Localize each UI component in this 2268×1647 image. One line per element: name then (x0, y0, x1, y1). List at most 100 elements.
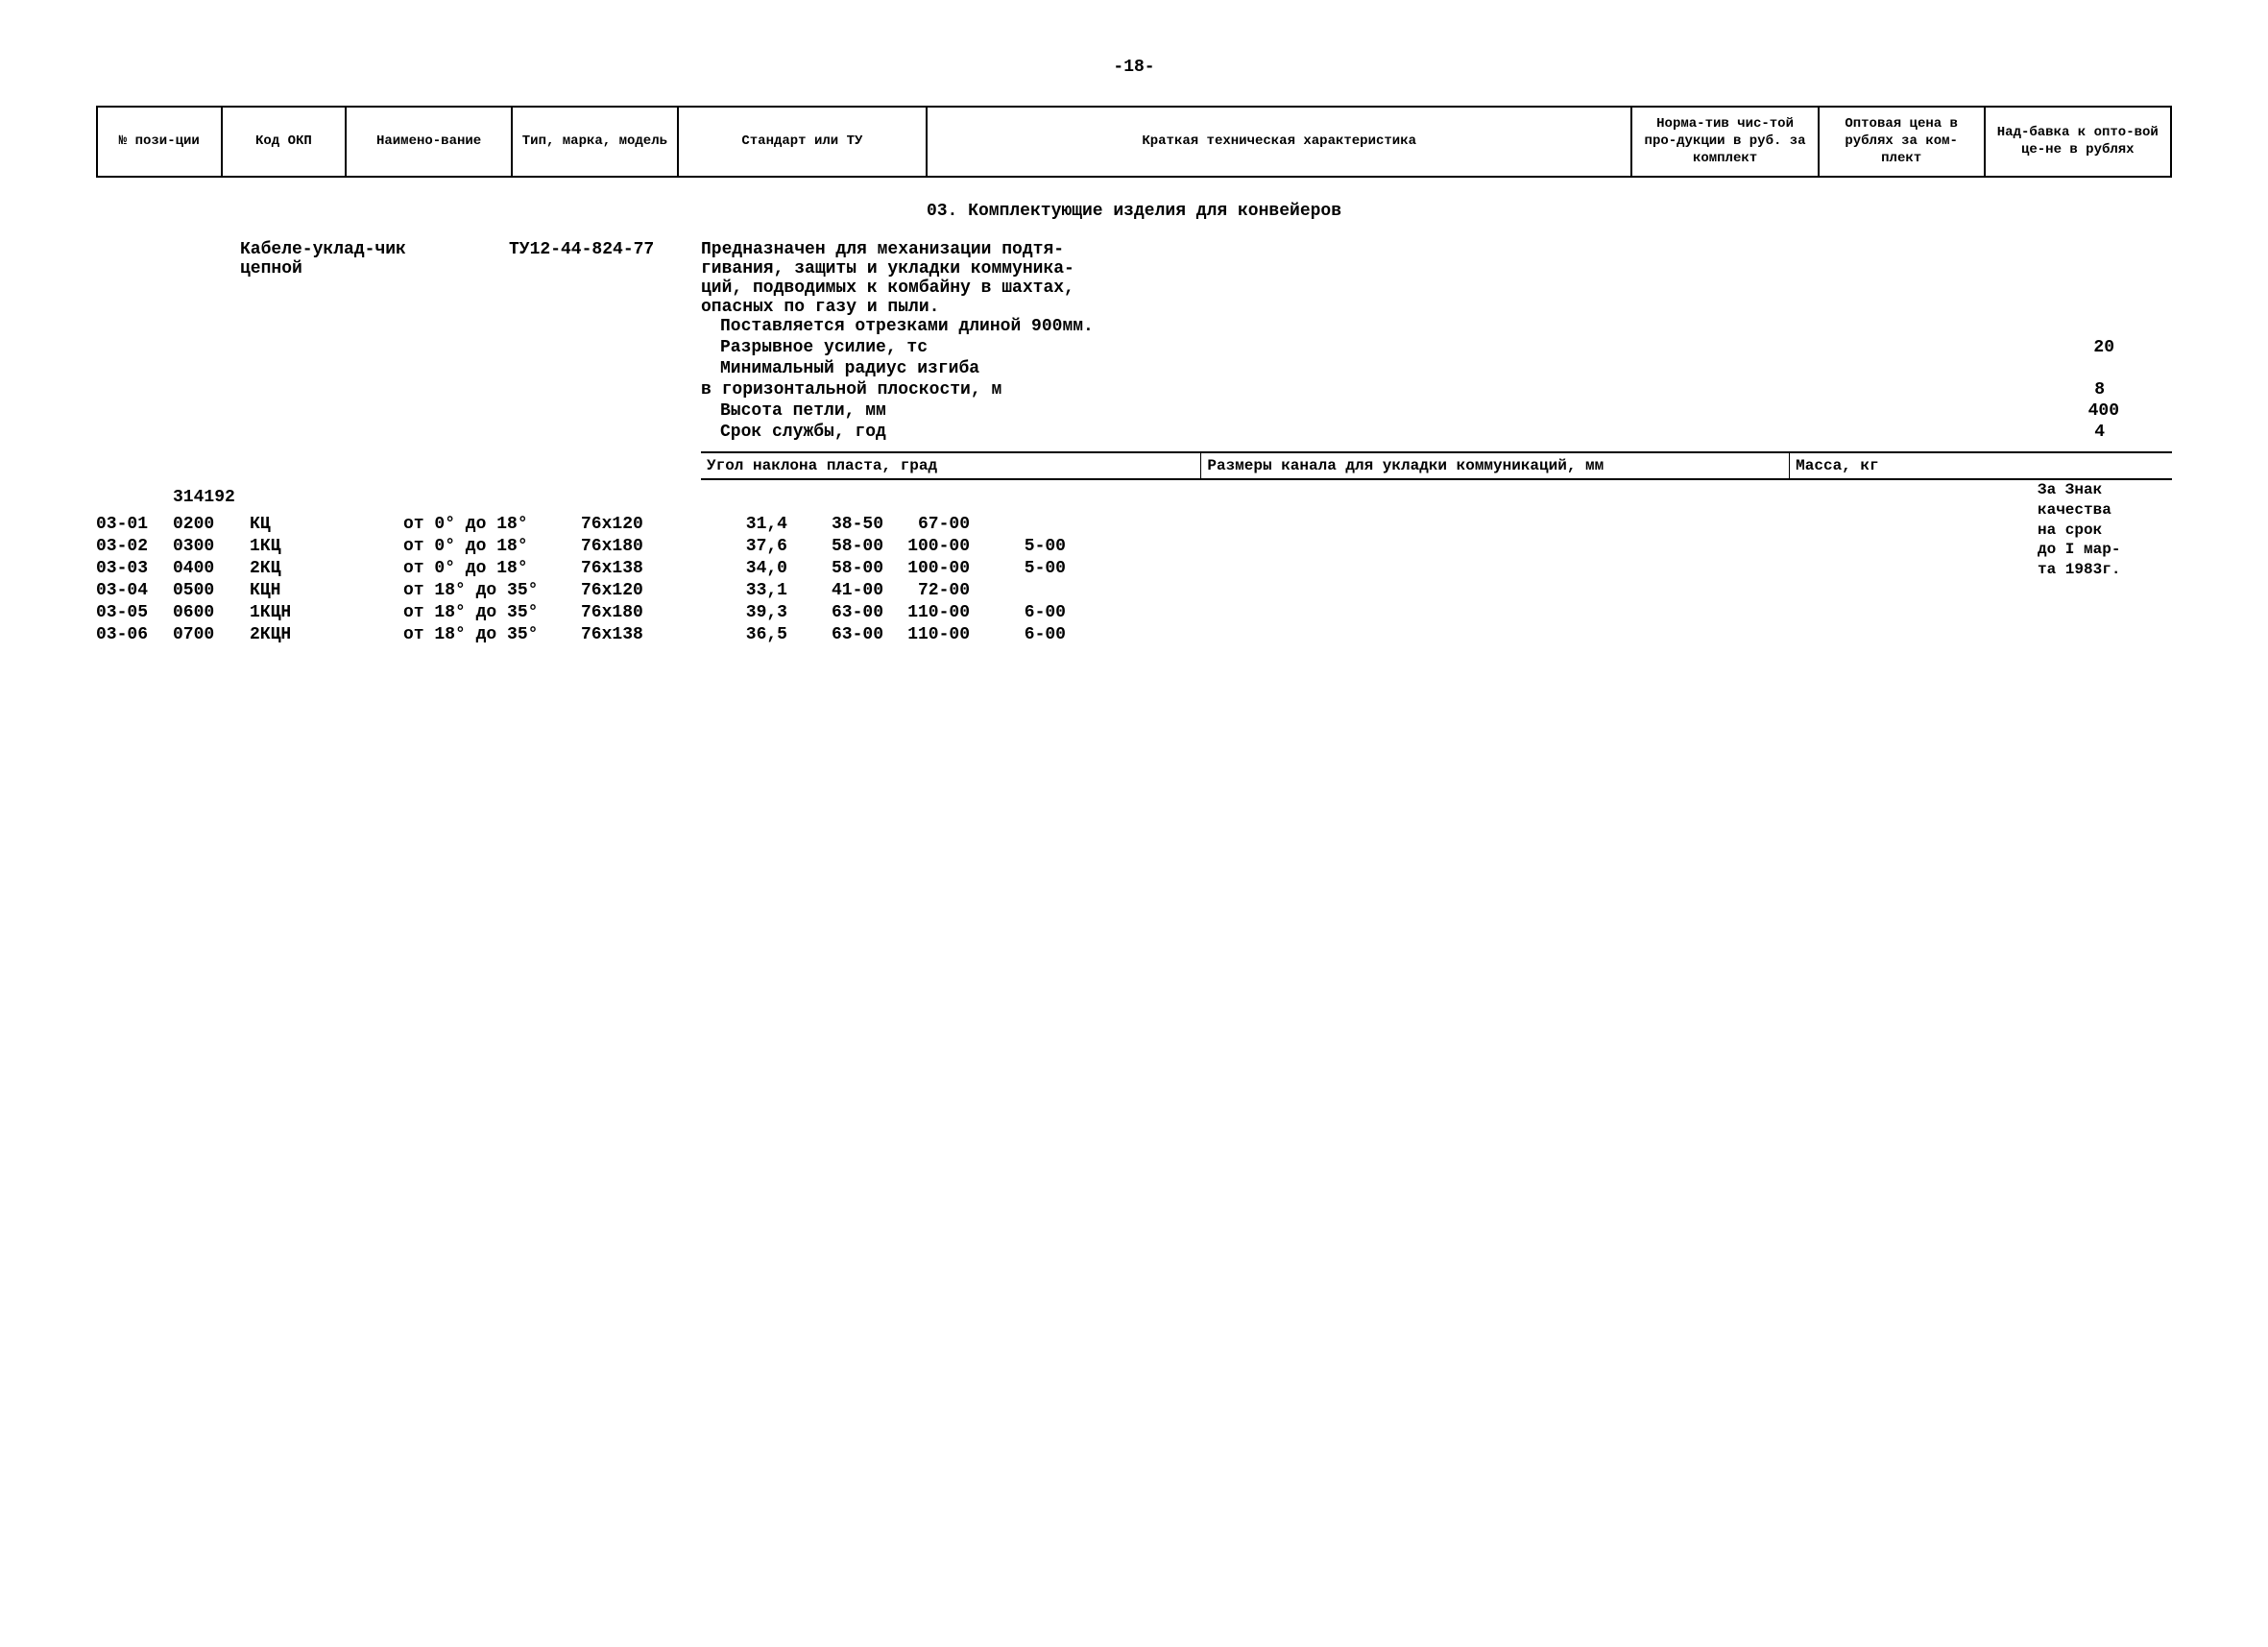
header-col-type: Тип, марка, модель (512, 107, 678, 177)
cell-position: 03-02 (96, 537, 173, 556)
subheader-table: Угол наклона пласта, град Размеры канала… (701, 451, 2172, 480)
subheader-mass: Масса, кг (1790, 452, 2172, 479)
spec-row: Разрывное усилие, тс 20 (701, 338, 2172, 357)
okp-code-row: 314192 (96, 488, 2172, 507)
cell-angle: от 18° до 35° (403, 603, 581, 622)
cell-price2: 67-00 (883, 515, 970, 534)
cell-price2: 100-00 (883, 559, 970, 578)
spec-label: Разрывное усилие, тс (720, 338, 928, 357)
note-line: до I мар- (2038, 540, 2162, 560)
note-line: За Знак (2038, 480, 2162, 500)
data-row: 03-03 0400 2КЦ от 0° до 18° 76x138 34,0 … (96, 559, 2172, 578)
cell-position: 03-05 (96, 603, 173, 622)
cell-mass: 36,5 (701, 625, 816, 644)
cell-model: 2КЦ (250, 559, 403, 578)
cell-mass: 37,6 (701, 537, 816, 556)
cell-size: 76x180 (581, 537, 701, 556)
cell-price1: 63-00 (816, 625, 883, 644)
cell-position: 03-04 (96, 581, 173, 600)
spec-row: Высота петли, мм 400 (701, 401, 2172, 421)
cell-price3: 6-00 (970, 603, 1066, 622)
desc-line: гивания, защиты и укладки коммуника- (701, 259, 2172, 279)
cell-mass: 34,0 (701, 559, 816, 578)
cell-price2: 72-00 (883, 581, 970, 600)
cell-price2: 110-00 (883, 603, 970, 622)
data-row: 03-06 0700 2КЦН от 18° до 35° 76x138 36,… (96, 625, 2172, 644)
spec-label: Высота петли, мм (720, 401, 886, 421)
cell-angle: от 0° до 18° (403, 515, 581, 534)
cell-code: 0500 (173, 581, 250, 600)
item-description-block: Кабеле-уклад-чик цепной ТУ12-44-824-77 П… (96, 240, 2172, 480)
desc-line: опасных по газу и пыли. (701, 298, 2172, 317)
cell-price3: 6-00 (970, 625, 1066, 644)
cell-code: 0700 (173, 625, 250, 644)
cell-angle: от 0° до 18° (403, 559, 581, 578)
cell-model: КЦН (250, 581, 403, 600)
item-name-text: Кабеле-уклад-чик цепной (240, 240, 451, 279)
cell-price3: 5-00 (970, 537, 1066, 556)
cell-price3: 5-00 (970, 559, 1066, 578)
cell-model: КЦ (250, 515, 403, 534)
quality-mark-note: За Знак качества на срок до I мар- та 19… (2038, 480, 2162, 580)
desc-line: Поставляется отрезками длиной 900мм. (701, 317, 2172, 336)
spec-value: 20 (2093, 338, 2172, 357)
note-line: на срок (2038, 521, 2162, 541)
data-row: 03-04 0500 КЦН от 18° до 35° 76x120 33,1… (96, 581, 2172, 600)
cell-price2: 100-00 (883, 537, 970, 556)
header-col-okp: Код ОКП (222, 107, 347, 177)
cell-mass: 39,3 (701, 603, 816, 622)
cell-size: 76x120 (581, 515, 701, 534)
header-col-price: Оптовая цена в рублях за ком-плект (1819, 107, 1985, 177)
desc-line: Предназначен для механизации подтя- (701, 240, 2172, 259)
cell-position: 03-06 (96, 625, 173, 644)
cell-model: 2КЦН (250, 625, 403, 644)
header-table: № пози-ции Код ОКП Наимено-вание Тип, ма… (96, 106, 2172, 178)
spec-label: в горизонтальной плоскости, м (701, 380, 1001, 400)
page-number: -18- (96, 58, 2172, 77)
section-title: 03. Комплектующие изделия для конвейеров (96, 202, 2172, 221)
data-row: 03-05 0600 1КЦН от 18° до 35° 76x180 39,… (96, 603, 2172, 622)
cell-size: 76x138 (581, 559, 701, 578)
cell-model: 1КЦН (250, 603, 403, 622)
spec-value: 4 (2094, 423, 2172, 442)
data-row: 03-01 0200 КЦ от 0° до 18° 76x120 31,4 3… (96, 515, 2172, 534)
cell-code: 0400 (173, 559, 250, 578)
header-col-name: Наимено-вание (346, 107, 512, 177)
cell-code: 0600 (173, 603, 250, 622)
spec-row: Срок службы, год 4 (701, 423, 2172, 442)
cell-size: 76x120 (581, 581, 701, 600)
cell-code: 0200 (173, 515, 250, 534)
desc-line: ций, подводимых к комбайну в шахтах, (701, 279, 2172, 298)
cell-position: 03-03 (96, 559, 173, 578)
cell-size: 76x138 (581, 625, 701, 644)
header-col-standard: Стандарт или ТУ (678, 107, 927, 177)
cell-price1: 63-00 (816, 603, 883, 622)
cell-angle: от 18° до 35° (403, 581, 581, 600)
cell-code: 0300 (173, 537, 250, 556)
cell-mass: 33,1 (701, 581, 816, 600)
cell-price2: 110-00 (883, 625, 970, 644)
spec-row: Минимальный радиус изгиба (701, 359, 2172, 378)
cell-model: 1КЦ (250, 537, 403, 556)
item-name: Кабеле-уклад-чик цепной (96, 240, 451, 480)
subheader-channel: Размеры канала для укладки коммуникаций,… (1201, 452, 1790, 479)
header-col-surcharge: Над-бавка к опто-вой це-не в рублях (1985, 107, 2171, 177)
cell-angle: от 18° до 35° (403, 625, 581, 644)
item-standard: ТУ12-44-824-77 (470, 240, 682, 480)
spec-row: в горизонтальной плоскости, м 8 (701, 380, 2172, 400)
cell-angle: от 0° до 18° (403, 537, 581, 556)
cell-price1: 58-00 (816, 559, 883, 578)
note-line: качества (2038, 500, 2162, 521)
subheader-angle: Угол наклона пласта, град (701, 452, 1201, 479)
spec-label: Минимальный радиус изгиба (720, 359, 979, 378)
header-col-norm: Норма-тив чис-той про-дукции в руб. за к… (1631, 107, 1818, 177)
item-tech-specs: Предназначен для механизации подтя- гива… (701, 240, 2172, 480)
spec-value: 8 (2094, 380, 2172, 400)
cell-price1: 41-00 (816, 581, 883, 600)
cell-price1: 38-50 (816, 515, 883, 534)
data-row: 03-02 0300 1КЦ от 0° до 18° 76x180 37,6 … (96, 537, 2172, 556)
cell-position: 03-01 (96, 515, 173, 534)
header-col-tech: Краткая техническая характеристика (927, 107, 1631, 177)
cell-size: 76x180 (581, 603, 701, 622)
spec-label: Срок службы, год (720, 423, 886, 442)
